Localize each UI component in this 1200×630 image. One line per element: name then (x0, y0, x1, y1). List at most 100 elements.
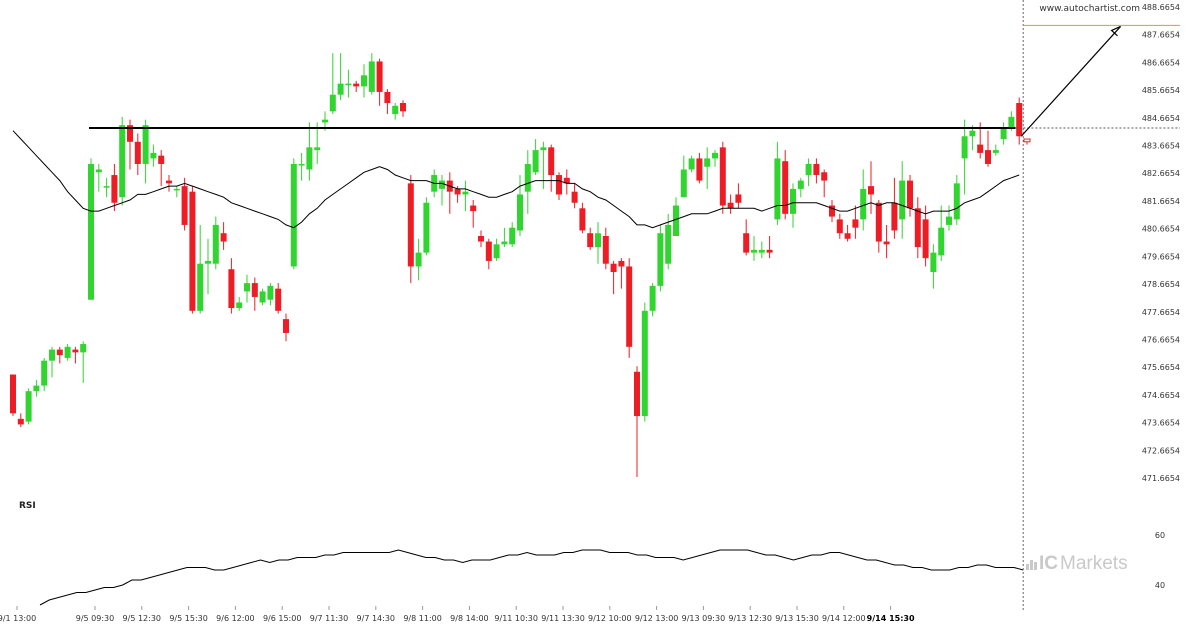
x-tick-label: 9/13 09:30 (682, 614, 726, 623)
x-tick-label: 9/6 15:00 (263, 614, 301, 623)
candle-body (946, 216, 952, 225)
y-tick-label: 482.6654 (1142, 169, 1180, 178)
candle (283, 313, 289, 342)
candle-body (602, 236, 609, 264)
candle (969, 125, 976, 151)
candle (930, 244, 937, 289)
candle (696, 152, 703, 184)
candle (673, 197, 679, 237)
candle (875, 199, 882, 253)
candle (1023, 138, 1031, 145)
candle (423, 197, 430, 256)
logo-markets: Markets (1060, 553, 1128, 574)
candle (766, 236, 773, 259)
moving-average-line (12, 130, 1020, 229)
candle-body (134, 141, 141, 164)
rsi-panel: 60 40 (39, 531, 1165, 606)
x-tick-label: 9/5 12:30 (123, 614, 161, 623)
candle (134, 133, 141, 176)
candle-body (88, 163, 94, 300)
candles (10, 53, 1031, 478)
candle (891, 177, 898, 239)
candle-body (829, 205, 835, 217)
candle-body (790, 188, 796, 214)
candle (493, 238, 500, 261)
candle (470, 199, 477, 228)
candle-body (142, 125, 149, 164)
candle (220, 222, 227, 250)
candle-body (579, 208, 586, 231)
candle-body (907, 180, 913, 209)
candle (119, 116, 126, 206)
x-tick-label: 9/1 13:00 (0, 614, 36, 623)
candle (236, 296, 243, 311)
candle-body (844, 233, 851, 239)
x-tick-label: 9/14 15:30 (867, 614, 915, 623)
candle-body (64, 346, 71, 358)
candle-body (634, 371, 640, 417)
x-tick-label: 9/13 12:30 (728, 614, 772, 623)
candle (852, 205, 859, 239)
x-tick-label: 9/5 09:30 (76, 614, 114, 623)
candle-body (415, 252, 422, 267)
candle-body (556, 175, 562, 195)
candle (571, 183, 578, 209)
candle (1016, 97, 1023, 145)
candle (790, 183, 796, 228)
x-tick-label: 9/7 11:30 (310, 614, 348, 623)
x-tick-label: 9/12 10:00 (588, 614, 632, 623)
candle-body (766, 249, 773, 253)
candle (56, 346, 63, 364)
candle-body (228, 269, 235, 309)
candle (704, 147, 711, 189)
candle-body (236, 302, 243, 309)
candle (938, 205, 945, 261)
candle-body (992, 150, 999, 153)
candle-body (985, 150, 991, 164)
candle-body (868, 186, 874, 195)
candle (407, 175, 414, 284)
candle (618, 258, 625, 289)
projection-arrowhead-icon (1110, 25, 1121, 37)
candle (17, 413, 24, 428)
candle-body (875, 202, 882, 242)
candle (25, 388, 32, 425)
candle (735, 183, 742, 209)
candle (501, 227, 508, 248)
candle-body (10, 374, 16, 414)
candle (579, 202, 586, 234)
candle-body (322, 119, 328, 123)
candle (602, 227, 609, 270)
candle-body (501, 241, 508, 245)
candle-body (860, 188, 867, 220)
x-tick-label: 9/5 15:30 (169, 614, 207, 623)
candle-body (485, 241, 492, 261)
candle-body (95, 169, 102, 173)
candle-body (712, 152, 718, 159)
x-tick-label: 9/13 15:30 (775, 614, 819, 623)
y-tick-label: 479.6654 (1142, 252, 1180, 261)
candle-body (290, 163, 297, 267)
candle-body (517, 194, 523, 231)
candle-body (704, 158, 711, 167)
candle (10, 374, 16, 417)
candle (688, 155, 695, 173)
logo-bars-icon (1026, 560, 1037, 570)
candle (665, 213, 672, 270)
candle (532, 139, 539, 176)
candle (774, 141, 781, 225)
candle (298, 152, 305, 181)
overlays (12, 0, 1180, 610)
x-tick-label: 9/8 14:00 (450, 614, 488, 623)
candle (641, 302, 648, 422)
candle (992, 144, 999, 156)
candle (314, 122, 321, 164)
projection-arrow-line (1020, 26, 1122, 137)
candle (626, 258, 633, 358)
candle (290, 158, 297, 270)
candle (914, 197, 921, 259)
y-tick-label: 473.6654 (1142, 419, 1180, 428)
candle-body (532, 150, 539, 173)
candle-body (17, 418, 24, 425)
candle-body (657, 233, 664, 286)
